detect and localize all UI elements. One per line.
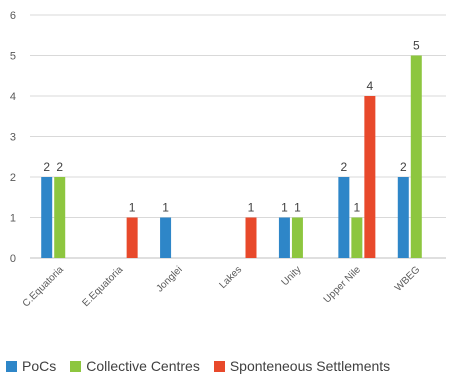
y-tick-label: 0 xyxy=(10,253,16,265)
data-label: 1 xyxy=(129,201,136,215)
data-label: 5 xyxy=(413,39,420,53)
bar xyxy=(291,217,303,258)
legend-swatch-sponteneous-settlements xyxy=(213,360,225,372)
x-tick-label: Lakes xyxy=(217,264,244,291)
legend-swatch-collective-centres xyxy=(70,360,82,372)
legend-label-pocs: PoCs xyxy=(22,358,57,374)
data-label: 1 xyxy=(281,201,288,215)
bar xyxy=(54,177,66,258)
bar xyxy=(338,177,350,258)
data-label: 2 xyxy=(400,160,407,174)
y-tick-label: 5 xyxy=(10,51,16,63)
y-tick-label: 1 xyxy=(10,213,16,225)
legend-item-pocs: PoCs xyxy=(6,358,56,374)
legend-item-collective-centres: Collective Centres xyxy=(70,358,200,374)
y-tick-label: 4 xyxy=(10,91,16,103)
data-label: 1 xyxy=(354,201,361,215)
data-label: 2 xyxy=(43,160,50,174)
data-label: 1 xyxy=(294,201,301,215)
y-tick-label: 2 xyxy=(10,172,16,184)
data-label: 1 xyxy=(162,201,169,215)
legend-label-sponteneous-settlements: Sponteneous Settlements xyxy=(229,358,391,374)
data-label: 4 xyxy=(367,79,374,93)
bar xyxy=(160,217,172,258)
bar xyxy=(245,217,257,258)
data-label: 1 xyxy=(248,201,255,215)
x-tick-label: Jonglei xyxy=(154,264,184,294)
bar xyxy=(278,217,290,258)
bar xyxy=(41,177,53,258)
x-tick-label: Upper Nile xyxy=(322,264,363,305)
bar xyxy=(397,177,409,258)
y-tick-label: 3 xyxy=(10,132,16,144)
legend-label-collective-centres: Collective Centres xyxy=(86,358,200,374)
x-tick-label: C.Equatoria xyxy=(21,264,66,309)
y-tick-label: 6 xyxy=(10,10,16,22)
legend-item-sponteneous-settlements: Sponteneous Settlements xyxy=(213,358,391,374)
bar xyxy=(364,96,376,258)
bar xyxy=(351,217,363,258)
x-tick-label: E.Equatoria xyxy=(81,264,126,309)
legend-swatch-pocs xyxy=(6,360,17,372)
x-tick-label: Unity xyxy=(280,264,304,288)
bar xyxy=(126,217,138,258)
bar xyxy=(410,55,422,258)
data-label: 2 xyxy=(341,160,348,174)
x-tick-label: WBEG xyxy=(393,264,423,294)
data-label: 2 xyxy=(56,160,63,174)
legend: PoCs Collective Centres Sponteneous Sett… xyxy=(6,358,404,374)
